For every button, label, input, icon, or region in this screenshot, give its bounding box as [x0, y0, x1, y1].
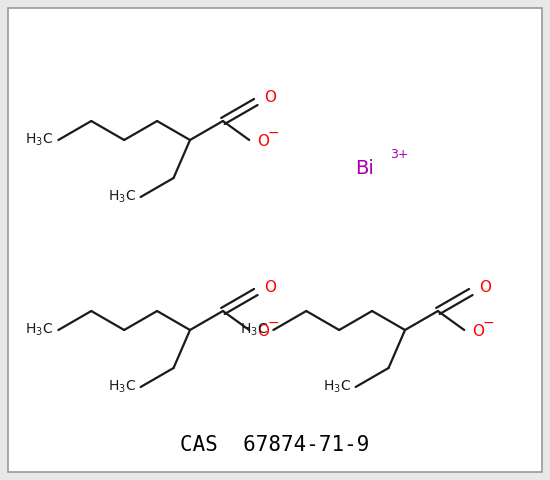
FancyBboxPatch shape — [8, 8, 542, 472]
Text: O: O — [264, 91, 276, 106]
Text: O: O — [264, 280, 276, 296]
Text: Bi: Bi — [355, 158, 374, 178]
Text: H$_3$C: H$_3$C — [25, 132, 53, 148]
Text: −: − — [267, 316, 279, 330]
Text: −: − — [482, 316, 494, 330]
Text: H$_3$C: H$_3$C — [25, 322, 53, 338]
Text: −: − — [267, 126, 279, 140]
Text: H$_3$C: H$_3$C — [322, 379, 351, 395]
Text: O: O — [472, 324, 484, 338]
Text: H$_3$C: H$_3$C — [108, 379, 136, 395]
Text: O: O — [257, 133, 270, 148]
Text: 3+: 3+ — [390, 148, 409, 161]
Text: H$_3$C: H$_3$C — [108, 189, 136, 205]
Text: O: O — [479, 280, 491, 296]
Text: H$_3$C: H$_3$C — [240, 322, 268, 338]
Text: O: O — [257, 324, 270, 338]
Text: CAS  67874-71-9: CAS 67874-71-9 — [180, 435, 370, 455]
